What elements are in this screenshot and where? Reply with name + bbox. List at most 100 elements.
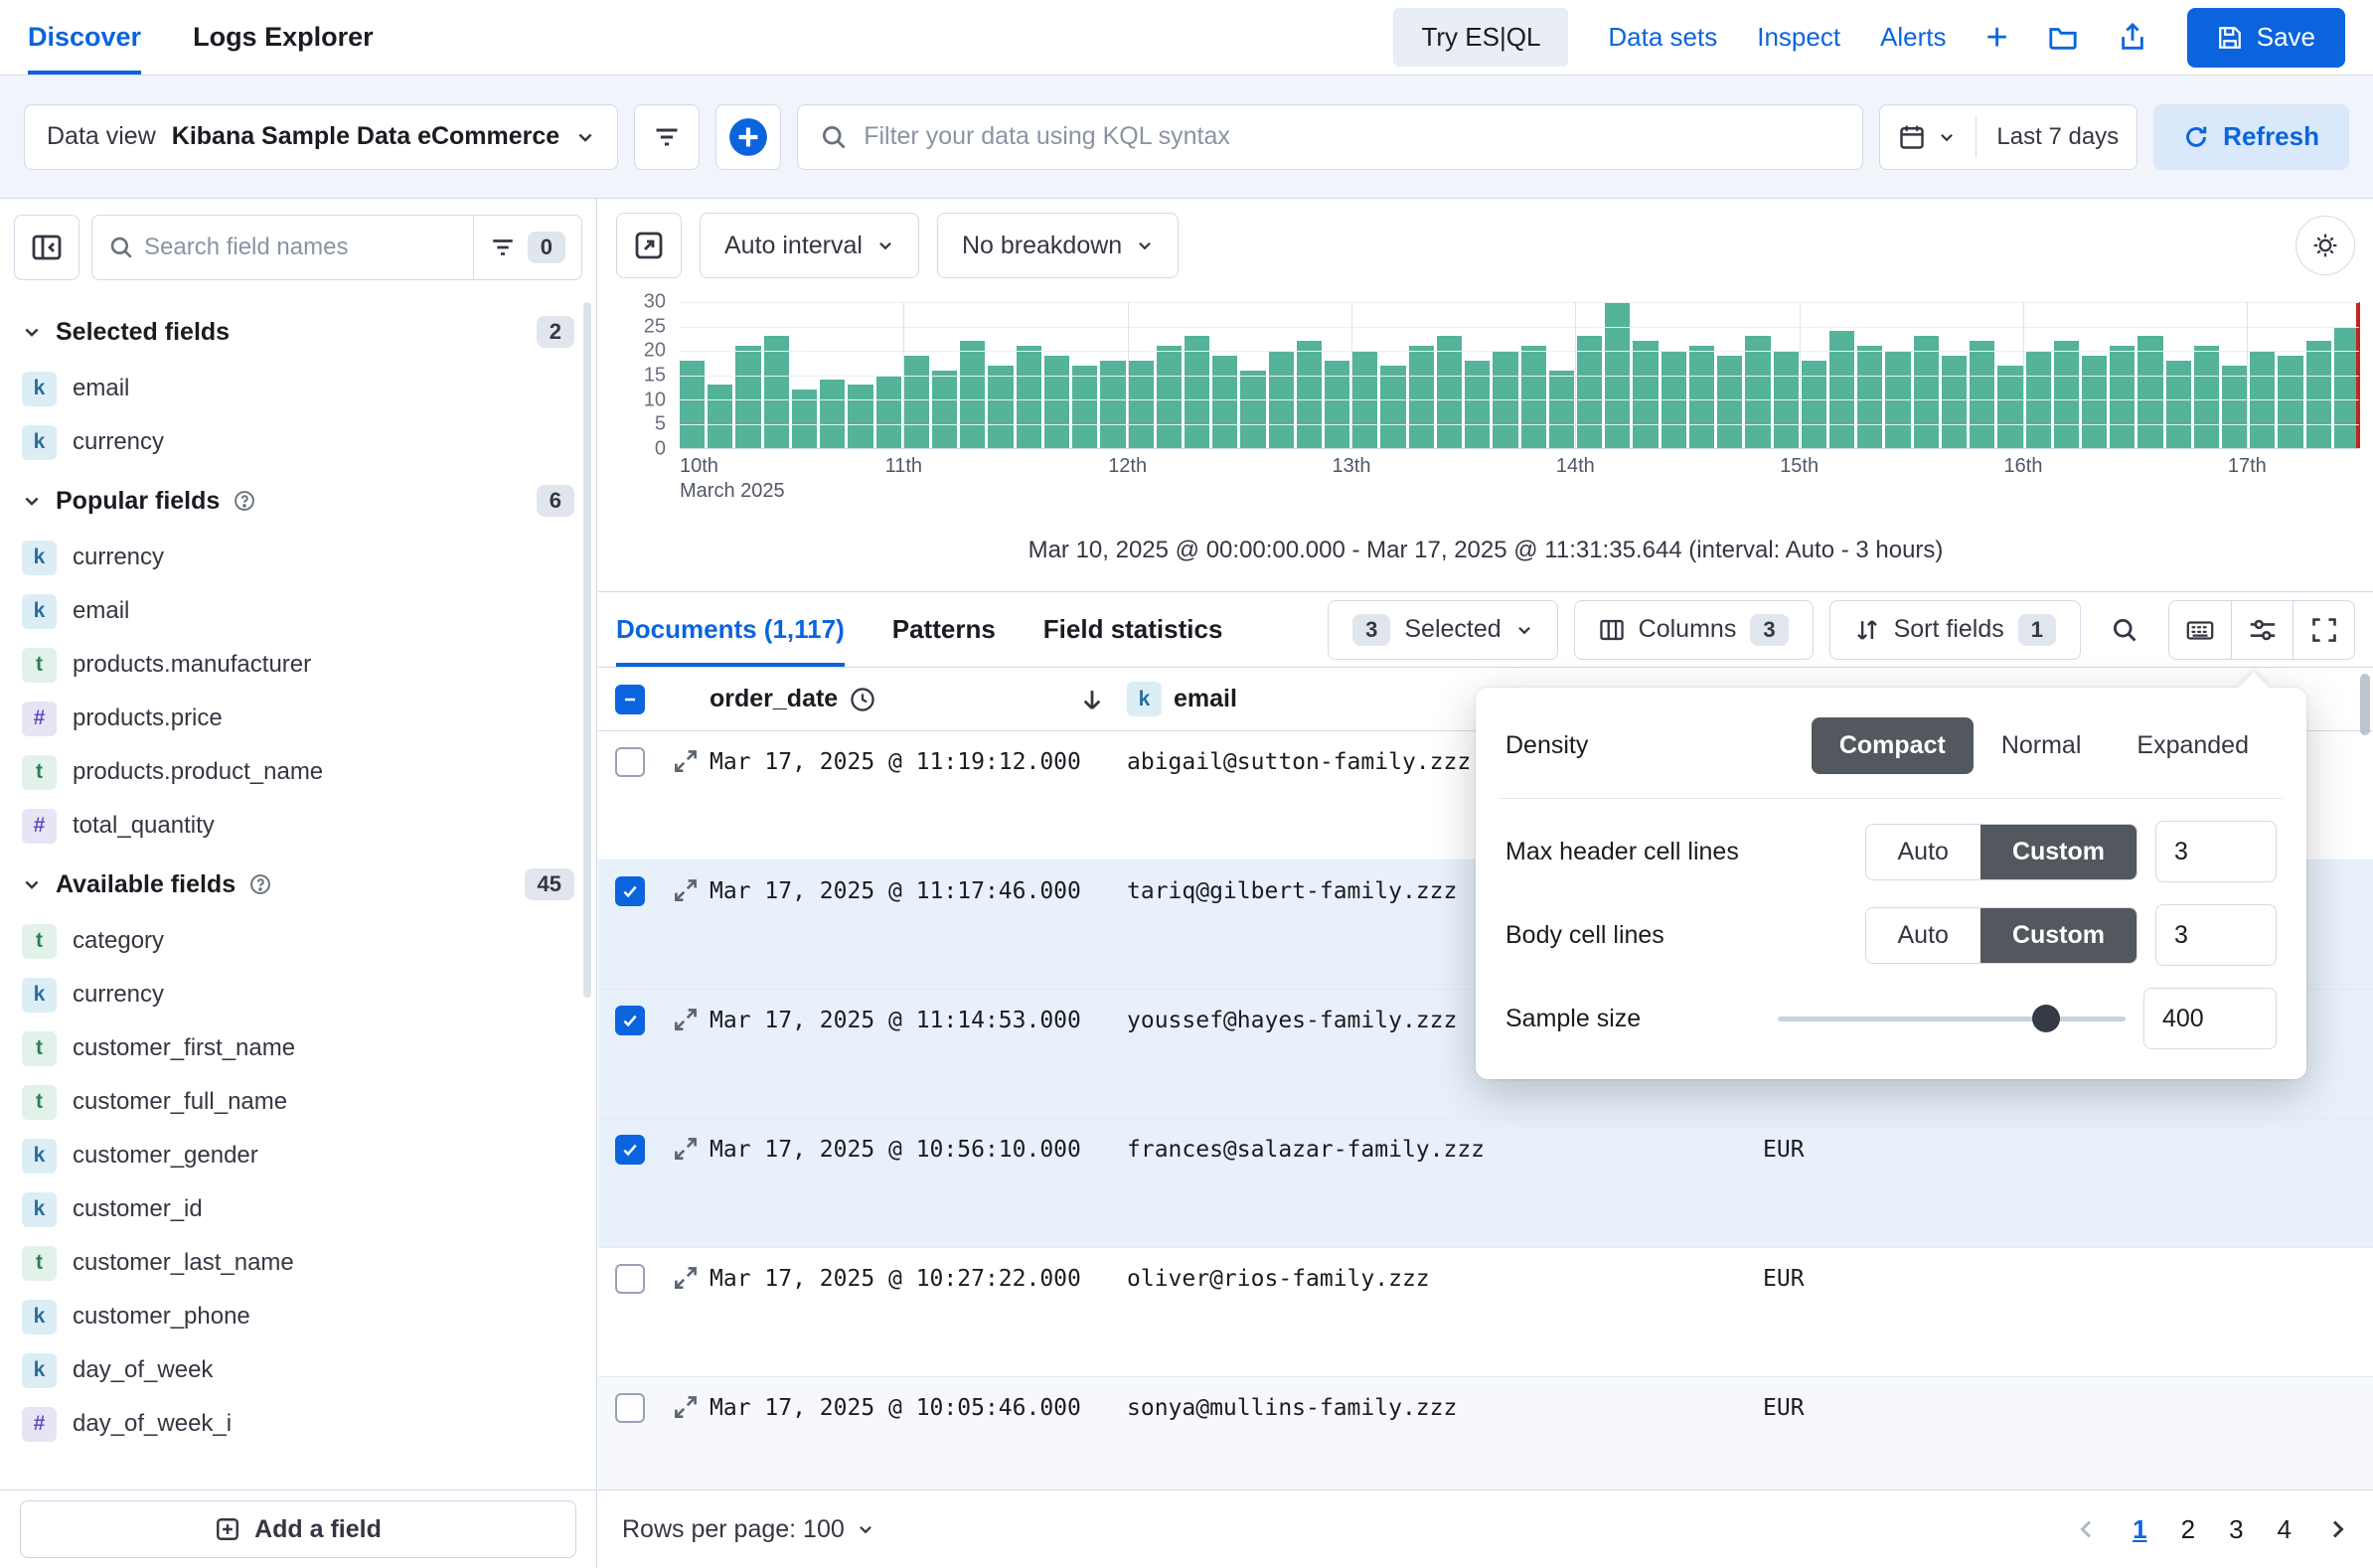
histogram-bar[interactable]	[820, 380, 846, 448]
slider-thumb[interactable]	[2031, 1005, 2060, 1032]
page-button-1[interactable]: 1	[2133, 1513, 2147, 1544]
sample-size-slider[interactable]	[1778, 1004, 2126, 1033]
histogram-bar[interactable]	[1828, 331, 1855, 448]
field-item-products.price[interactable]: # products.price	[14, 692, 582, 745]
field-item-customer_gender[interactable]: k customer_gender	[14, 1129, 582, 1182]
table-row[interactable]: Mar 17, 2025 @ 10:27:22.000 oliver@rios-f…	[598, 1248, 2373, 1377]
date-picker[interactable]: Last 7 days	[1879, 103, 2138, 170]
previous-page-button[interactable]	[2075, 1517, 2099, 1541]
email-cell[interactable]: sonya@mullins-family.zzz	[1127, 1395, 1458, 1421]
display-options-button[interactable]	[2231, 600, 2293, 659]
histogram-bar[interactable]	[1520, 346, 1546, 448]
alerts-link[interactable]: Alerts	[1880, 22, 1947, 52]
field-search-bar[interactable]: 0	[91, 215, 582, 280]
email-cell[interactable]: frances@salazar-family.zzz	[1127, 1137, 1486, 1163]
density-option-expanded[interactable]: Expanded	[2136, 731, 2249, 759]
grid-search-button[interactable]	[2097, 600, 2152, 660]
field-item-email[interactable]: k email	[14, 362, 582, 415]
tab-documents[interactable]: Documents (1,117)	[616, 592, 845, 667]
field-filter-button[interactable]: 0	[472, 216, 581, 279]
order-date-cell[interactable]: Mar 17, 2025 @ 11:17:46.000	[710, 878, 1081, 904]
sort-fields-button[interactable]: Sort fields 1	[1828, 599, 2081, 660]
histogram-bar[interactable]	[848, 385, 873, 448]
field-item-customer_phone[interactable]: k customer_phone	[14, 1290, 582, 1343]
histogram-bar[interactable]	[1296, 341, 1323, 448]
histogram-bar[interactable]	[1997, 365, 2023, 448]
field-item-products.product_name[interactable]: t products.product_name	[14, 745, 582, 799]
density-option-normal[interactable]: Normal	[2000, 731, 2082, 759]
inspect-link[interactable]: Inspect	[1757, 22, 1841, 52]
field-item-customer_last_name[interactable]: t customer_last_name	[14, 1236, 582, 1290]
histogram-bar[interactable]	[1577, 336, 1603, 448]
order-date-column-header[interactable]: order_date	[710, 685, 1127, 713]
histogram-bar[interactable]	[2222, 365, 2248, 448]
field-item-category[interactable]: t category	[14, 914, 582, 968]
histogram-bar[interactable]	[1184, 336, 1210, 448]
histogram-bar[interactable]	[960, 341, 986, 448]
histogram-bar[interactable]	[1970, 341, 1995, 448]
data-sets-link[interactable]: Data sets	[1608, 22, 1718, 52]
histogram-bar[interactable]	[875, 375, 901, 448]
order-date-cell[interactable]: Mar 17, 2025 @ 11:14:53.000	[710, 1008, 1081, 1033]
field-item-customer_id[interactable]: k customer_id	[14, 1182, 582, 1236]
nav-tab-discover[interactable]: Discover	[28, 0, 142, 75]
histogram-bar[interactable]	[1436, 336, 1463, 448]
histogram-bar[interactable]	[1801, 360, 1826, 448]
email-column-header[interactable]: k email	[1127, 682, 1763, 716]
histogram-bar[interactable]	[2305, 341, 2331, 448]
histogram-bar[interactable]	[763, 336, 789, 448]
add-field-button[interactable]: Add a field	[20, 1500, 576, 1558]
currency-cell[interactable]: EUR	[1763, 1395, 1805, 1421]
histogram-bar[interactable]	[735, 346, 761, 448]
page-button-2[interactable]: 2	[2180, 1513, 2196, 1544]
histogram-bar[interactable]	[1128, 360, 1154, 448]
field-item-total_quantity[interactable]: # total_quantity	[14, 799, 582, 853]
field-search-input[interactable]	[144, 234, 473, 261]
histogram-bar[interactable]	[1100, 360, 1126, 448]
row-checkbox[interactable]	[615, 876, 645, 906]
expand-row-icon[interactable]	[662, 1377, 710, 1421]
next-page-button[interactable]	[2325, 1517, 2349, 1541]
row-checkbox[interactable]	[615, 1135, 645, 1165]
table-row[interactable]: Mar 17, 2025 @ 10:56:10.000 frances@salaz…	[598, 1119, 2373, 1248]
histogram-bar[interactable]	[2165, 360, 2191, 448]
rows-per-page-button[interactable]: Rows per page: 100	[622, 1515, 874, 1544]
histogram-bar[interactable]	[2137, 336, 2163, 448]
order-date-cell[interactable]: Mar 17, 2025 @ 10:27:22.000	[710, 1266, 1081, 1292]
email-cell[interactable]: tariq@gilbert-family.zzz	[1127, 878, 1458, 904]
expand-row-icon[interactable]	[662, 1248, 710, 1292]
select-all-checkbox[interactable]	[615, 684, 645, 714]
histogram-bar[interactable]	[2333, 326, 2360, 448]
fullscreen-button[interactable]	[2293, 600, 2354, 659]
field-item-day_of_week[interactable]: k day_of_week	[14, 1343, 582, 1397]
row-checkbox[interactable]	[615, 1264, 645, 1294]
currency-cell[interactable]: EUR	[1763, 1137, 1805, 1163]
density-option-compact[interactable]: Compact	[1811, 717, 1974, 774]
histogram-bar[interactable]	[680, 360, 706, 448]
histogram-bar[interactable]	[1717, 355, 1743, 448]
collapse-sidebar-button[interactable]	[14, 215, 79, 280]
histogram-bar[interactable]	[2081, 355, 2108, 448]
body-lines-custom-option[interactable]: Custom	[1979, 907, 2136, 963]
histogram-chart[interactable]: 0 5 10 15 20 25 30 10th March 2025 11th 12th 13th 1…	[614, 291, 2361, 511]
new-icon[interactable]: +	[1985, 16, 2008, 59]
auto-interval-button[interactable]: Auto interval	[700, 213, 919, 278]
histogram-bar[interactable]	[1325, 360, 1350, 448]
field-item-day_of_week_i[interactable]: # day_of_week_i	[14, 1397, 582, 1451]
section-popular-fields[interactable]: Popular fields 6	[14, 469, 582, 531]
field-item-currency[interactable]: k currency	[14, 415, 582, 469]
columns-button[interactable]: Columns 3	[1573, 599, 1814, 660]
chart-options-button[interactable]	[2295, 216, 2355, 275]
kql-search-bar[interactable]	[797, 103, 1864, 170]
currency-cell[interactable]: EUR	[1763, 1266, 1805, 1292]
section-available-fields[interactable]: Available fields 45	[14, 853, 582, 914]
histogram-bar[interactable]	[1941, 355, 1968, 448]
header-lines-auto-option[interactable]: Auto	[1865, 824, 1980, 879]
histogram-bar[interactable]	[1688, 346, 1715, 448]
expand-row-icon[interactable]	[662, 1119, 710, 1163]
nav-tab-logs-explorer[interactable]: Logs Explorer	[193, 22, 374, 52]
histogram-bar[interactable]	[2278, 355, 2303, 448]
histogram-bar[interactable]	[1633, 341, 1659, 448]
try-esql-button[interactable]: Try ES|QL	[1393, 8, 1569, 67]
page-button-3[interactable]: 3	[2229, 1513, 2244, 1544]
